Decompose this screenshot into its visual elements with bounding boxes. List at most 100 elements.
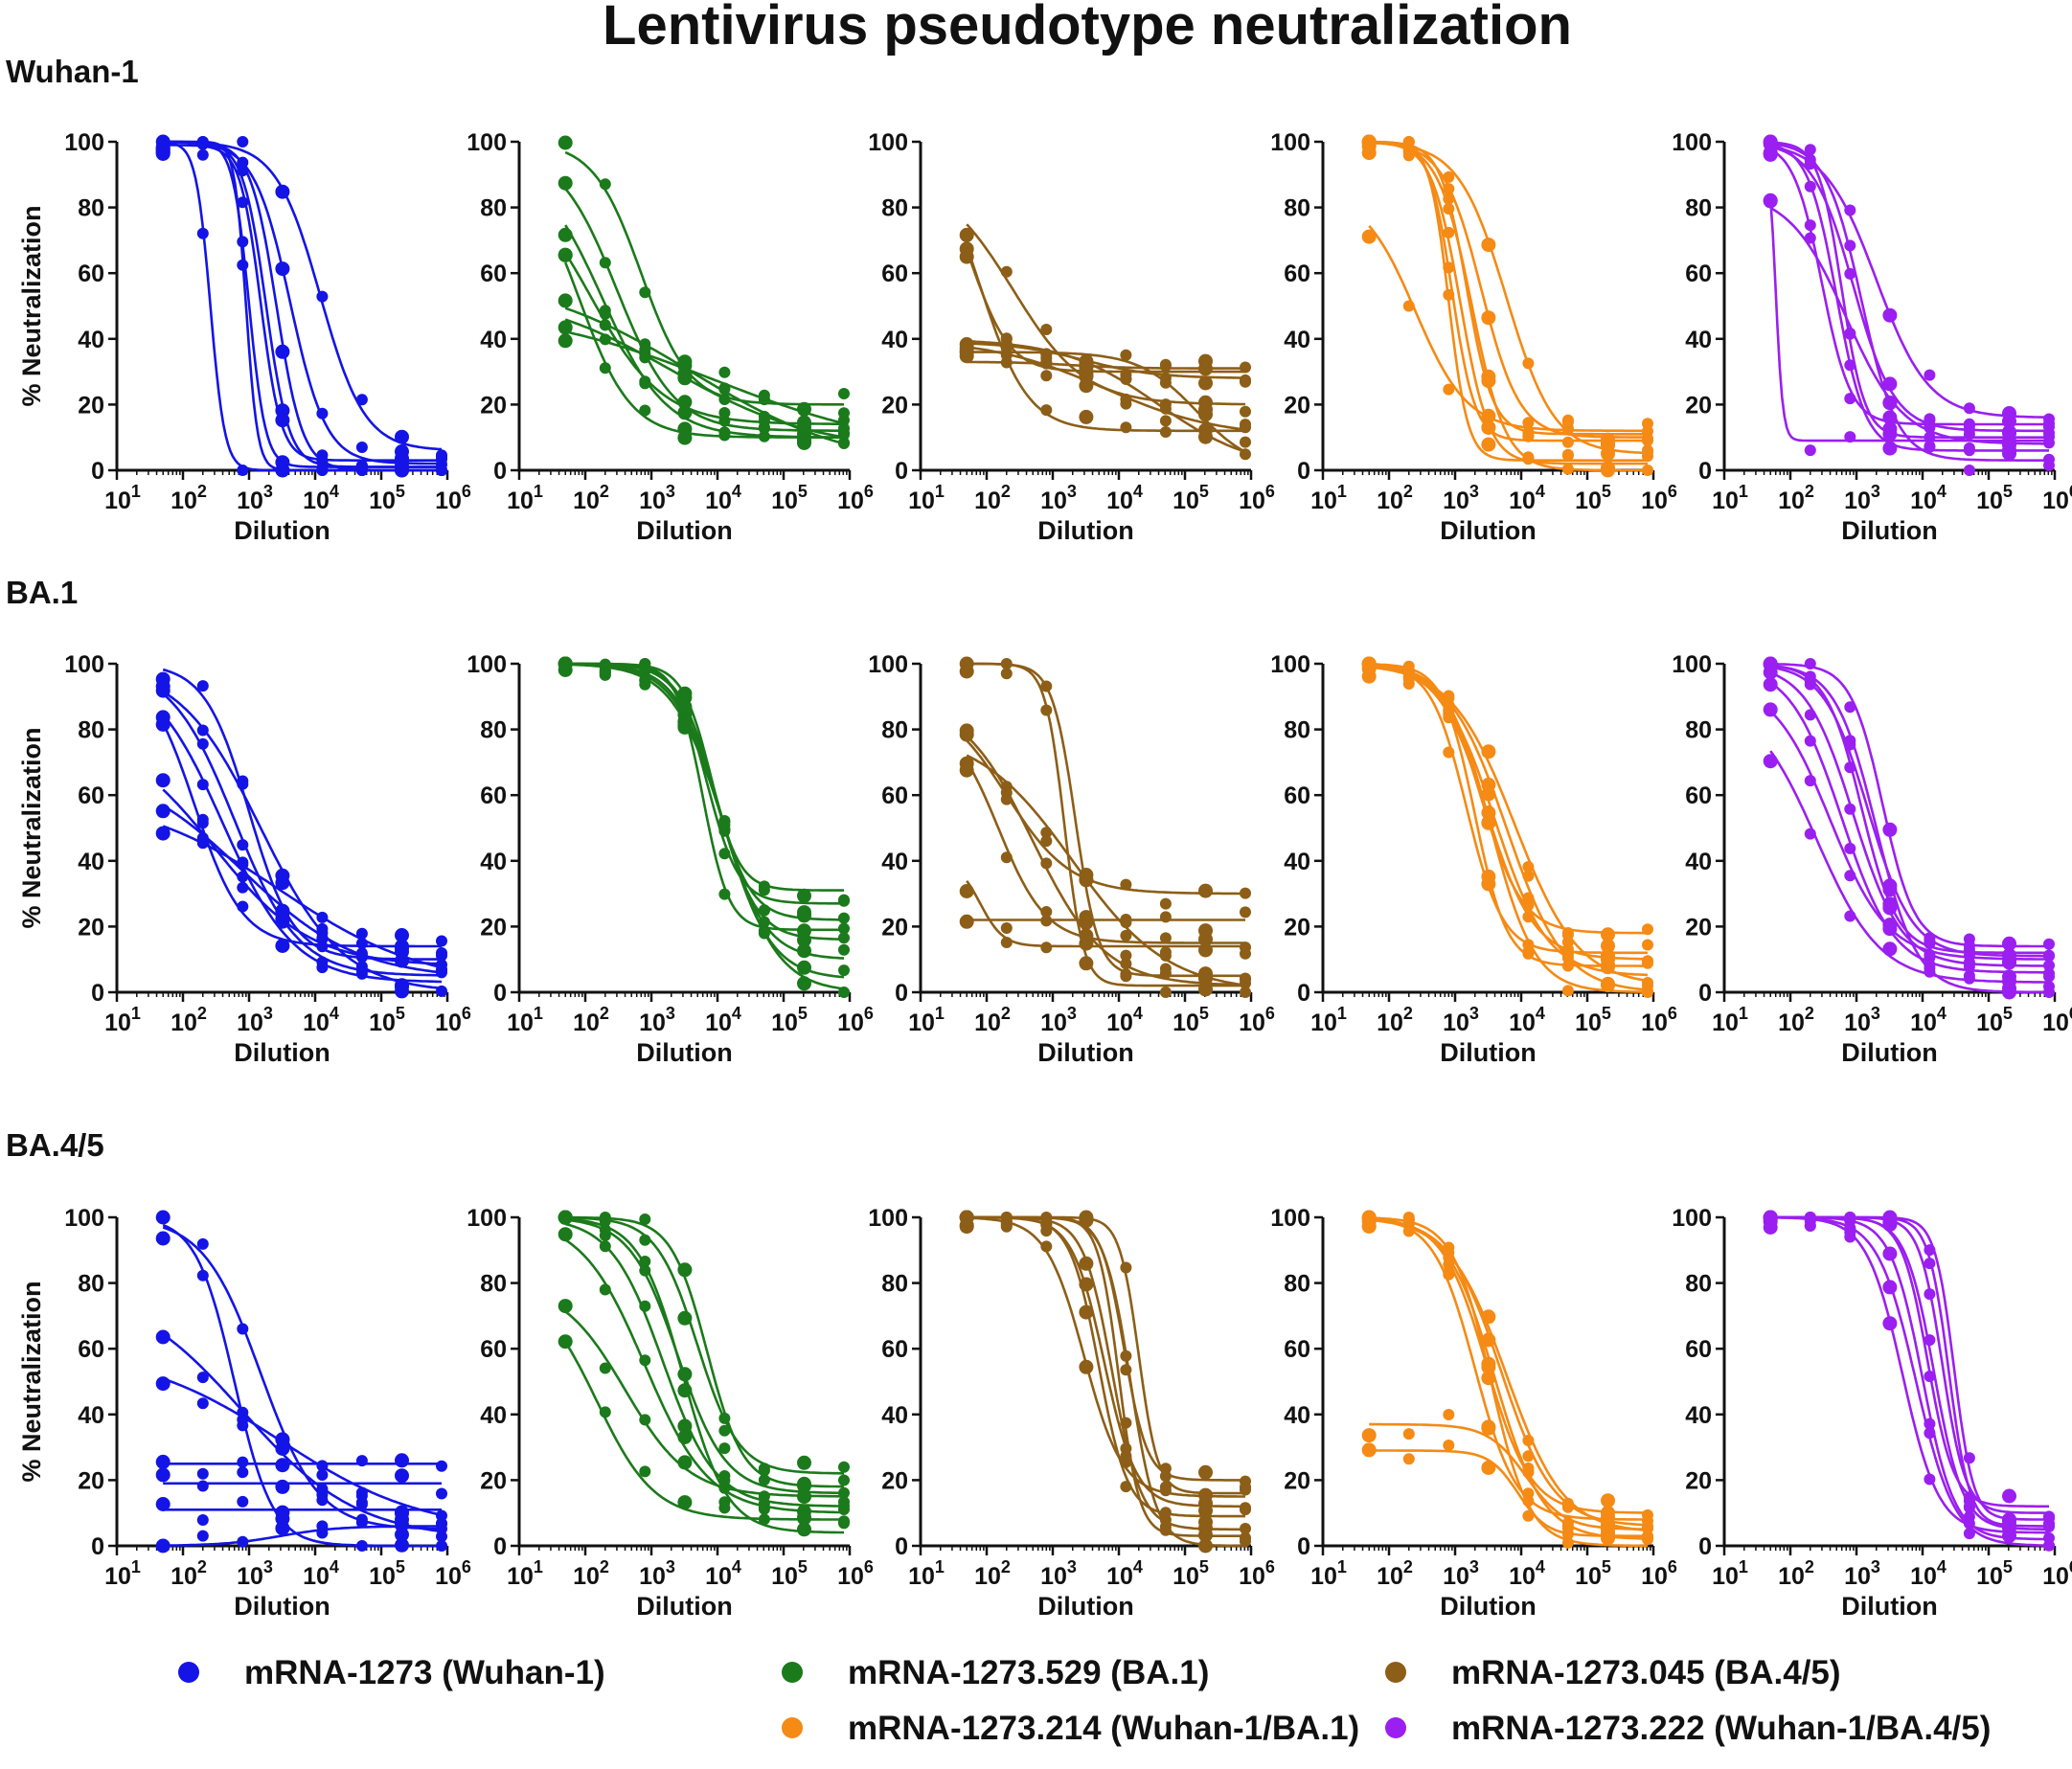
y-tick-label: 100 <box>1672 129 1712 156</box>
data-point <box>1963 972 1975 985</box>
data-point <box>1561 1528 1574 1540</box>
data-point <box>155 710 171 725</box>
x-tick-label: 101 <box>908 482 945 514</box>
data-point <box>1159 897 1172 910</box>
x-tick-base: 10 <box>1712 488 1739 514</box>
x-tick-label: 103 <box>1844 482 1880 514</box>
x-tick-base: 10 <box>369 488 396 514</box>
legend-item: mRNA-1273.045 (BA.4/5) <box>1385 1654 1841 1691</box>
x-tick-exponent: 6 <box>462 1004 471 1023</box>
data-point <box>275 1432 290 1447</box>
data-point <box>196 1269 209 1281</box>
data-point <box>1040 370 1053 382</box>
data-point <box>1601 976 1615 991</box>
fit-curve <box>1369 663 1648 967</box>
fit-curve <box>565 662 844 905</box>
y-tick-label: 20 <box>78 1467 104 1494</box>
data-point <box>316 456 329 467</box>
x-tick-exponent: 3 <box>1067 1557 1077 1576</box>
data-point <box>718 848 731 860</box>
y-tick-label: 100 <box>64 129 104 156</box>
data-point <box>838 1474 850 1486</box>
data-point <box>1763 1210 1778 1225</box>
data-point <box>677 1495 693 1510</box>
x-tick-label: 101 <box>1712 482 1748 514</box>
fit-curve <box>565 1215 844 1488</box>
y-tick-label: 0 <box>493 1533 507 1560</box>
data-point <box>196 1237 209 1250</box>
data-point <box>758 1503 770 1515</box>
x-tick-exponent: 1 <box>1739 482 1748 501</box>
data-point <box>1561 1498 1574 1510</box>
data-point <box>1804 1214 1816 1227</box>
data-point <box>1361 229 1377 244</box>
data-point <box>797 1510 811 1526</box>
data-point <box>599 1362 611 1374</box>
x-tick-label: 102 <box>171 482 207 514</box>
x-tick-exponent: 1 <box>935 1557 945 1576</box>
data-point <box>718 1442 731 1455</box>
data-point <box>1120 958 1132 970</box>
x-tick-base: 10 <box>837 1009 864 1036</box>
fit-curve <box>564 1238 844 1514</box>
y-tick-label: 40 <box>1685 1402 1712 1429</box>
y-tick-label: 100 <box>1270 651 1310 678</box>
data-point <box>1159 1485 1172 1497</box>
x-tick-base: 10 <box>1443 1009 1469 1036</box>
data-point <box>1198 966 1213 982</box>
data-point <box>1763 677 1778 692</box>
data-point <box>1120 369 1132 381</box>
fit-curve <box>162 668 442 961</box>
x-tick-label: 102 <box>573 482 609 514</box>
data-point <box>316 933 329 945</box>
data-point <box>355 465 368 476</box>
data-point <box>1763 656 1778 671</box>
y-tick-label: 80 <box>1685 195 1712 222</box>
y-tick-label: 20 <box>480 1467 507 1494</box>
data-point <box>1079 873 1094 888</box>
x-tick-label: 103 <box>1443 1004 1479 1036</box>
data-point <box>1601 1506 1615 1520</box>
x-axis-label: Dilution <box>234 516 330 545</box>
y-tick-label: 60 <box>881 1336 908 1363</box>
x-tick-base: 10 <box>837 1563 864 1590</box>
data-point <box>677 1262 693 1278</box>
x-tick-exponent: 2 <box>1001 1557 1011 1576</box>
data-point <box>838 1504 850 1515</box>
data-point <box>1240 405 1251 418</box>
x-tick-exponent: 3 <box>666 1557 675 1576</box>
data-point <box>1601 436 1615 451</box>
data-point <box>1924 959 1936 971</box>
x-tick-exponent: 6 <box>1668 1004 1677 1023</box>
data-point <box>1924 421 1936 434</box>
data-point <box>1561 985 1574 997</box>
x-tick-label: 106 <box>1641 1004 1677 1036</box>
data-point <box>1924 1427 1936 1440</box>
data-point <box>1882 900 1898 916</box>
data-point <box>1601 948 1615 964</box>
data-point <box>599 1215 611 1227</box>
data-point <box>355 967 368 980</box>
x-axis-label: Dilution <box>1841 516 1937 545</box>
data-point <box>1443 1409 1455 1420</box>
x-tick-exponent: 1 <box>1739 1004 1748 1023</box>
x-tick-exponent: 3 <box>263 1557 273 1576</box>
data-point <box>196 837 209 850</box>
fit-curve <box>1369 1217 1648 1521</box>
data-point <box>1924 369 1936 381</box>
data-point <box>1120 1417 1132 1429</box>
data-point <box>639 375 651 388</box>
data-point <box>237 839 249 851</box>
data-point <box>599 1406 611 1418</box>
fit-curve <box>967 360 1245 370</box>
y-tick-label: 60 <box>480 782 507 809</box>
data-point <box>355 1455 368 1467</box>
data-point <box>316 1520 329 1532</box>
x-tick-label: 103 <box>237 482 273 514</box>
y-tick-label: 20 <box>881 914 908 941</box>
data-point <box>758 389 770 401</box>
data-point <box>1481 777 1496 792</box>
